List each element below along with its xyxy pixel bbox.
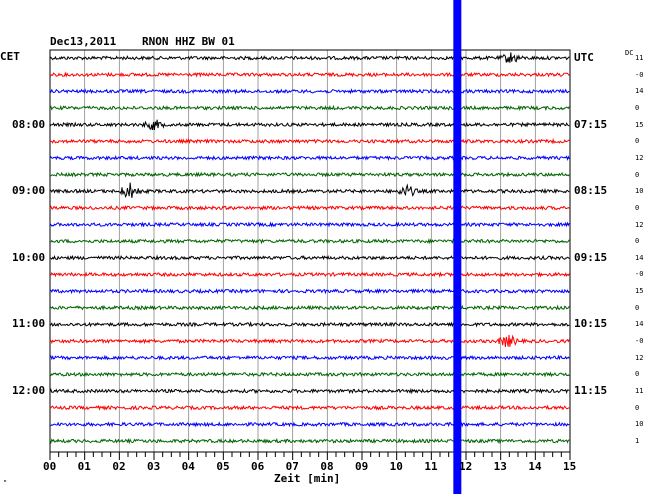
trace-row-13: [49, 271, 570, 278]
x-tick-label: 13: [493, 460, 507, 473]
footnote-mark: ": [3, 479, 8, 487]
right-time-label: 07:15: [574, 117, 608, 131]
dc-offset-value: 1: [635, 437, 640, 445]
trace-row-20: [49, 387, 570, 395]
dc-offset-value: 15: [635, 287, 644, 296]
trace-row-11: [49, 237, 570, 245]
x-tick-label: 03: [147, 460, 161, 473]
trace-row-6: [49, 154, 570, 162]
x-tick-label: 05: [216, 460, 230, 473]
left-time-label: 10:00: [12, 250, 46, 264]
dc-offset-value: 12: [635, 153, 644, 162]
dc-offset-value: 14: [635, 87, 644, 96]
date-label: Dec13,2011: [50, 35, 117, 48]
trace-row-19: [49, 371, 570, 378]
left-time-label: 12:00: [12, 384, 46, 398]
dc-offset-value: 11: [635, 387, 644, 396]
trace-row-23: [49, 437, 570, 445]
station-label: RNON HHZ BW 01: [142, 35, 235, 48]
right-time-label: UTC: [574, 51, 594, 64]
dc-offset-value: 0: [635, 403, 640, 412]
dc-offset-value: 12: [635, 353, 644, 362]
right-time-label: 10:15: [574, 317, 608, 331]
x-tick-label: 09: [355, 460, 369, 473]
dc-offset-value: -0: [635, 337, 644, 346]
dc-offset-value: 14: [635, 253, 644, 262]
x-tick-label: 01: [77, 460, 91, 473]
x-tick-label: 08: [320, 460, 334, 473]
dc-offset-value: 0: [635, 137, 640, 146]
dc-offset-value: -0: [635, 270, 644, 279]
trace-row-1: [49, 71, 570, 78]
grid-lines: [49, 49, 571, 453]
dc-offset-value: 10: [635, 420, 644, 429]
x-tick-label: 14: [528, 460, 542, 473]
dc-offset-value: 0: [635, 237, 640, 246]
x-tick-label: 04: [181, 460, 195, 473]
trace-row-3: [49, 104, 570, 112]
x-tick-label: 07: [285, 460, 299, 473]
trace-row-17: [49, 334, 570, 348]
dc-offset-value: 15: [635, 120, 644, 129]
x-tick-label: 00: [43, 460, 57, 473]
dc-offset-value: 0: [635, 203, 640, 212]
trace-row-5: [49, 138, 570, 145]
dc-offset-value: 11: [635, 54, 644, 62]
x-axis-ticks: [49, 452, 571, 460]
x-tick-label: 10: [389, 460, 403, 473]
x-tick-label: 12: [459, 460, 473, 473]
right-time-label: 09:15: [574, 250, 608, 264]
right-time-label: 08:15: [574, 184, 608, 198]
x-tick-label: 06: [251, 460, 265, 473]
dc-offset-value: 0: [635, 170, 640, 179]
dc-offset-value: 0: [635, 370, 640, 379]
left-time-label: 09:00: [12, 184, 46, 198]
trace-row-12: [49, 254, 570, 261]
x-tick-label: 15: [563, 460, 577, 473]
trace-row-18: [49, 354, 570, 361]
dc-offset-value: 0: [635, 103, 640, 112]
trace-row-8: [49, 182, 570, 199]
dc-offset-value: 0: [635, 303, 640, 312]
dc-offset-value: 14: [635, 320, 644, 329]
trace-row-22: [49, 421, 570, 428]
trace-row-7: [49, 171, 570, 178]
left-time-label: 11:00: [12, 317, 46, 331]
trace-row-16: [49, 321, 570, 328]
time-marker-bar: [453, 0, 462, 494]
left-time-label: 08:00: [12, 117, 46, 131]
dc-offset-value: -0: [635, 70, 644, 79]
left-timezone-label: CET: [0, 50, 20, 63]
trace-row-9: [49, 204, 570, 211]
trace-row-15: [49, 304, 570, 311]
trace-row-4: [49, 119, 570, 131]
trace-row-14: [49, 287, 570, 295]
seismic-traces: [49, 52, 570, 445]
dc-header-label: DC: [625, 49, 634, 57]
trace-row-10: [49, 221, 570, 228]
x-tick-label: 11: [424, 460, 438, 473]
right-time-label: 11:15: [574, 384, 608, 398]
trace-row-0: [49, 52, 570, 63]
trace-row-21: [49, 404, 570, 411]
x-axis-title: Zeit [min]: [274, 472, 341, 485]
dc-offset-value: 12: [635, 220, 644, 229]
x-tick-label: 02: [112, 460, 126, 473]
trace-row-2: [49, 88, 570, 95]
dc-offset-value: 10: [635, 187, 644, 196]
